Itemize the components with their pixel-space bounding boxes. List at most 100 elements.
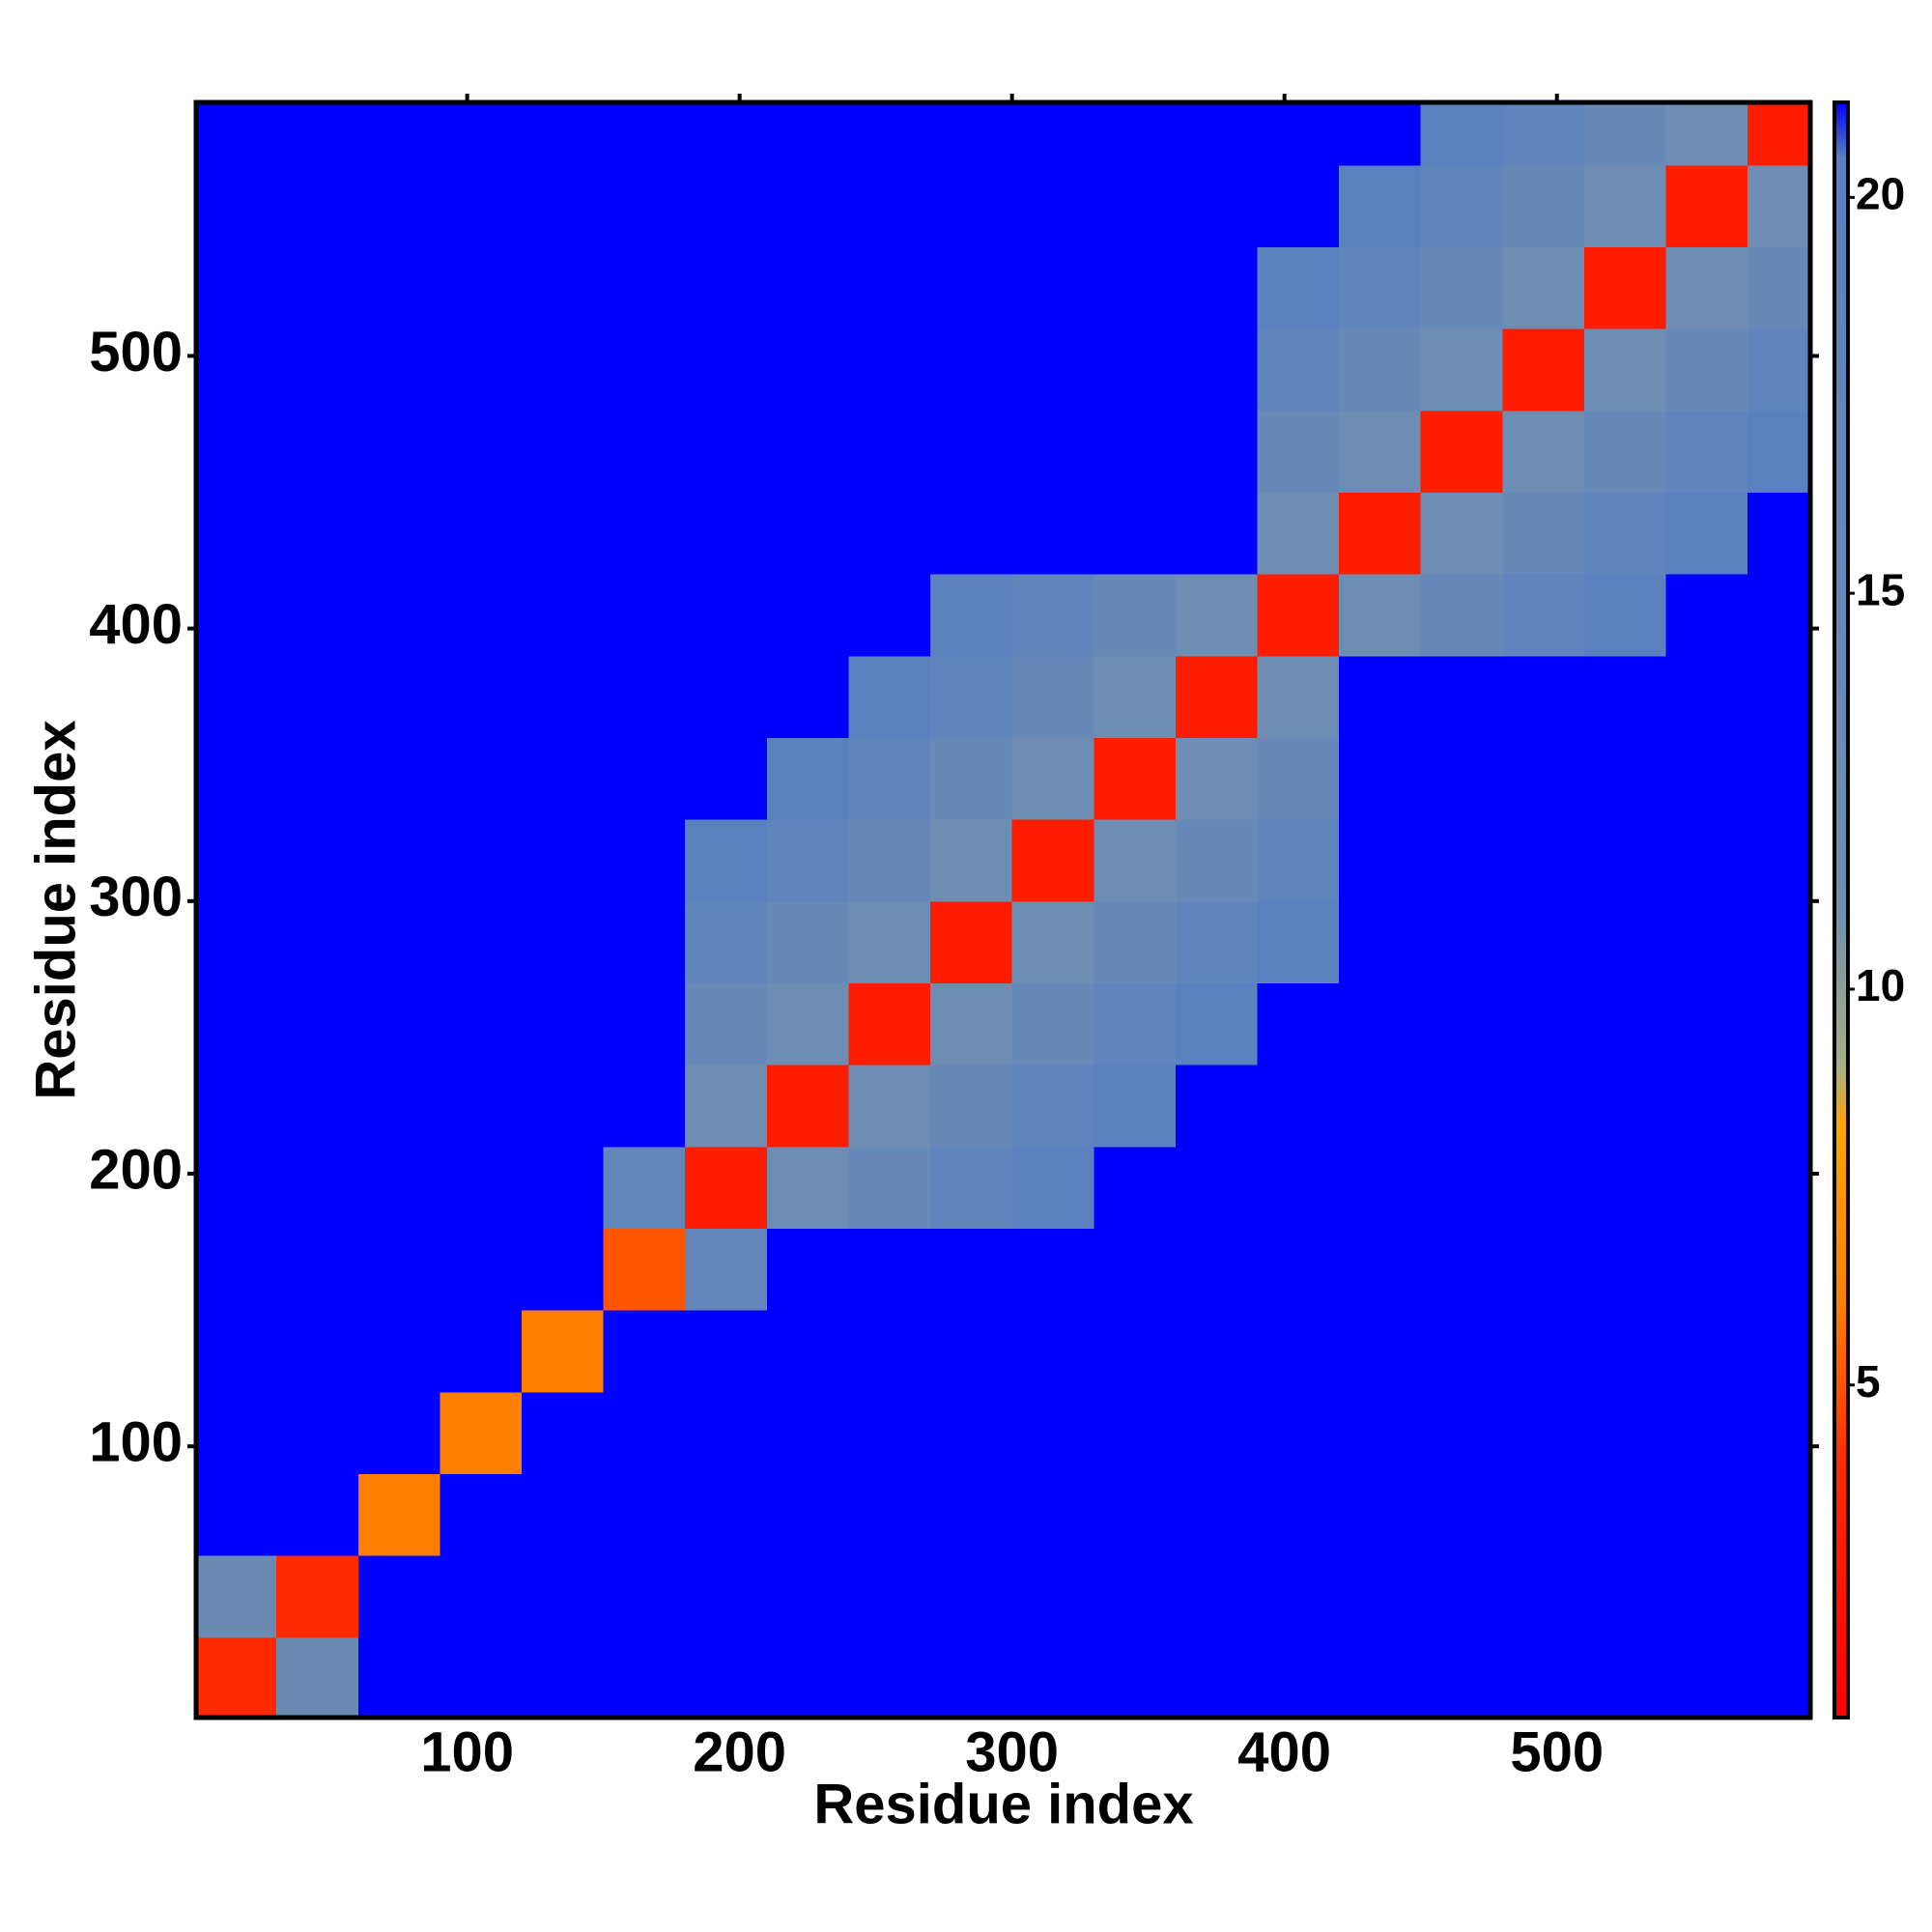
heatmap-cell <box>1420 900 1503 983</box>
heatmap-cell <box>1339 246 1422 329</box>
heatmap-cell <box>848 328 931 412</box>
heatmap-cell <box>603 164 686 248</box>
heatmap-cell <box>1420 328 1503 412</box>
heatmap-cell <box>1094 1473 1177 1556</box>
x-tick-label: 300 <box>965 1720 1059 1783</box>
heatmap-cell <box>1339 410 1422 494</box>
heatmap-cell <box>1747 164 1811 248</box>
heatmap-cell <box>440 1391 523 1474</box>
heatmap-cell <box>848 982 931 1065</box>
heatmap-cell <box>1011 819 1094 902</box>
heatmap-cell <box>196 246 277 329</box>
heatmap-cell <box>603 410 686 494</box>
y-tick-label: 500 <box>89 321 183 384</box>
heatmap-cell <box>1420 164 1503 248</box>
heatmap-cell <box>766 900 849 983</box>
heatmap-cell <box>276 1065 359 1148</box>
heatmap-cell <box>848 1065 931 1148</box>
heatmap-cell <box>522 1310 605 1393</box>
heatmap-cell <box>848 492 931 575</box>
heatmap-cell <box>357 1228 440 1311</box>
heatmap-cell <box>522 655 605 739</box>
heatmap-cell <box>440 655 523 739</box>
heatmap-cell <box>1747 1146 1811 1229</box>
heatmap-cell <box>930 1555 1013 1638</box>
heatmap-cell <box>1583 1555 1667 1638</box>
heatmap-cell <box>1583 1391 1667 1474</box>
heatmap-cell <box>603 246 686 329</box>
heatmap-cell <box>1175 655 1258 739</box>
heatmap-cell <box>1011 737 1094 820</box>
heatmap-cell <box>1420 1555 1503 1638</box>
heatmap-cell <box>766 102 849 166</box>
heatmap-cell <box>930 819 1013 902</box>
heatmap-cell <box>1420 410 1503 494</box>
heatmap-cell <box>848 410 931 494</box>
heatmap-cell <box>1420 655 1503 739</box>
heatmap-cell <box>276 164 359 248</box>
heatmap-cell <box>357 246 440 329</box>
heatmap-cell <box>196 164 277 248</box>
heatmap-cell <box>685 1391 768 1474</box>
heatmap-cell <box>766 1391 849 1474</box>
heatmap-cell <box>685 1636 768 1719</box>
heatmap-cell <box>1747 410 1811 494</box>
heatmap-cell <box>1502 1065 1585 1148</box>
x-tick-label: 400 <box>1237 1720 1331 1783</box>
heatmap-cell <box>1175 900 1258 983</box>
heatmap-cell <box>1339 1473 1422 1556</box>
heatmap-cell <box>685 982 768 1065</box>
heatmap-cell <box>440 492 523 575</box>
heatmap-cell <box>1011 1228 1094 1311</box>
heatmap-cell <box>766 1310 849 1393</box>
heatmap-cell <box>1339 982 1422 1065</box>
heatmap-cell <box>1094 1228 1177 1311</box>
heatmap-cell <box>276 1555 359 1638</box>
heatmap-cell <box>603 1391 686 1474</box>
heatmap-cell <box>1257 982 1340 1065</box>
heatmap-cell <box>196 574 277 657</box>
heatmap-cell <box>1011 1391 1094 1474</box>
heatmap-cell <box>1175 1391 1258 1474</box>
heatmap-cell <box>685 574 768 657</box>
heatmap-cell <box>440 982 523 1065</box>
heatmap-cell <box>1583 737 1667 820</box>
heatmap-cell <box>1257 1228 1340 1311</box>
heatmap-cell <box>1011 410 1094 494</box>
heatmap-cell <box>1502 1146 1585 1229</box>
heatmap-cell <box>357 328 440 412</box>
heatmap-cell <box>1339 819 1422 902</box>
heatmap-cell <box>357 900 440 983</box>
heatmap-cell <box>1665 1555 1748 1638</box>
heatmap-cell <box>930 1146 1013 1229</box>
heatmap-cell <box>357 102 440 166</box>
x-tick-label: 500 <box>1510 1720 1604 1783</box>
heatmap-cell <box>766 982 849 1065</box>
heatmap-cell <box>1339 164 1422 248</box>
heatmap-cell <box>1747 574 1811 657</box>
heatmap-cell <box>930 328 1013 412</box>
heatmap-cell <box>1665 574 1748 657</box>
heatmap-cell <box>685 819 768 902</box>
heatmap-cell <box>357 574 440 657</box>
heatmap-cell <box>1175 1555 1258 1638</box>
heatmap-cell <box>603 1555 686 1638</box>
heatmap-cell <box>1583 574 1667 657</box>
heatmap-cell <box>196 819 277 902</box>
heatmap-cell <box>276 410 359 494</box>
heatmap-cell <box>1583 1636 1667 1719</box>
heatmap-cell <box>1257 1636 1340 1719</box>
heatmap-cell <box>1747 737 1811 820</box>
heatmap-cell <box>276 1473 359 1556</box>
heatmap-cell <box>1420 492 1503 575</box>
heatmap-cell <box>1665 1473 1748 1556</box>
heatmap-cell <box>1583 1310 1667 1393</box>
heatmap-cell <box>930 246 1013 329</box>
heatmap-cell <box>522 492 605 575</box>
heatmap-cell <box>1583 655 1667 739</box>
heatmap-cell <box>196 1065 277 1148</box>
heatmap-cell <box>440 1310 523 1393</box>
heatmap-cell <box>1747 246 1811 329</box>
heatmap-cell <box>1583 1146 1667 1229</box>
heatmap-cell <box>1257 328 1340 412</box>
